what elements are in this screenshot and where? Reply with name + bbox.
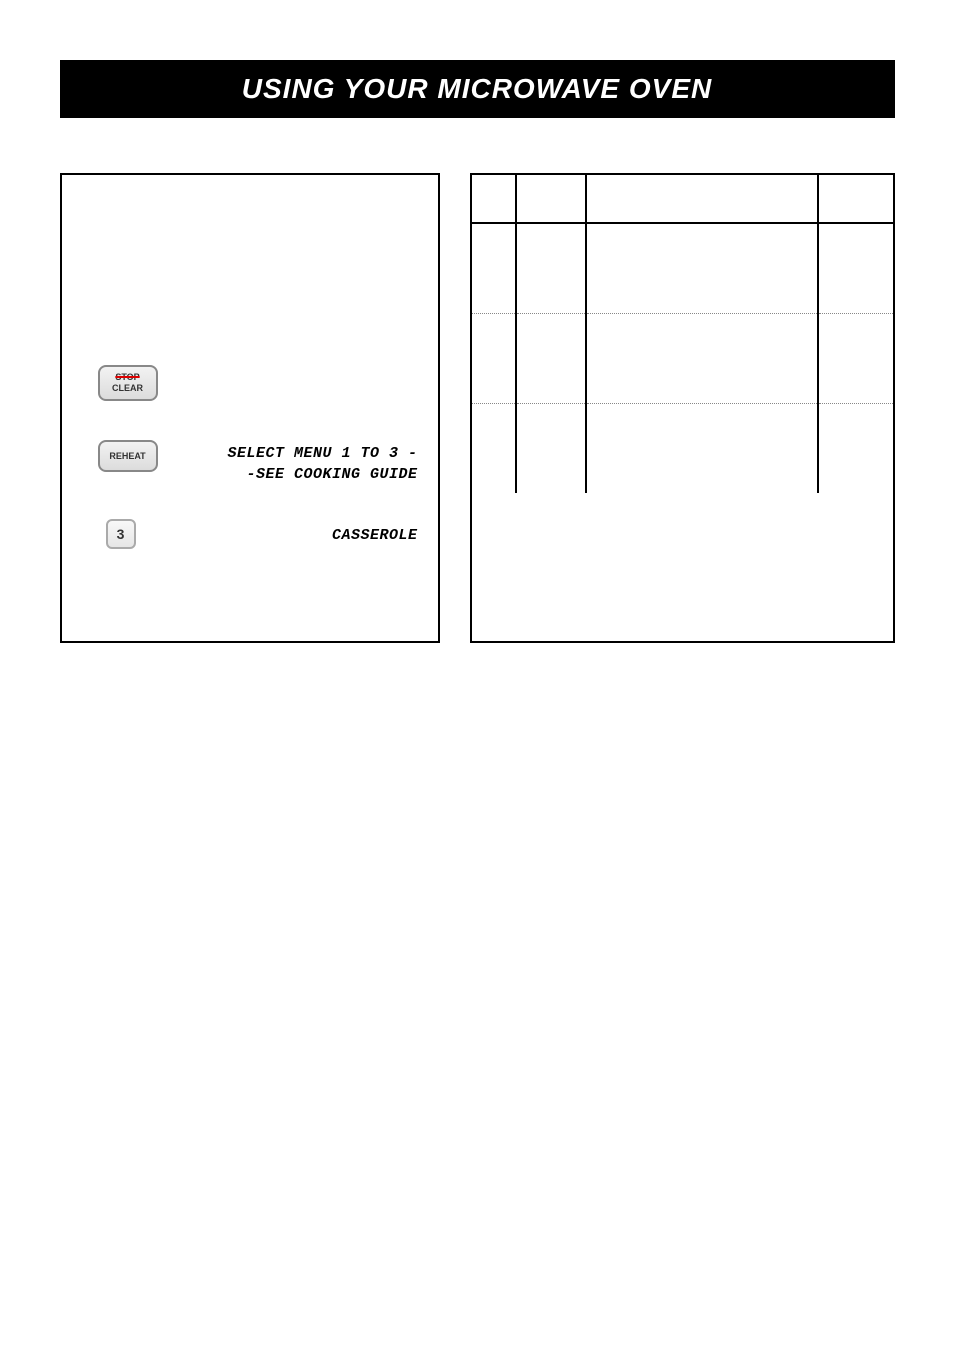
cell	[586, 403, 818, 493]
content-row: STOP CLEAR REHEAT 3 SELECT MENU 1 TO 3 -…	[60, 173, 895, 643]
instruction-panel: STOP CLEAR REHEAT 3 SELECT MENU 1 TO 3 -…	[60, 173, 440, 643]
cell	[586, 313, 818, 403]
cell	[818, 313, 893, 403]
cell	[818, 223, 893, 313]
clear-label: CLEAR	[112, 383, 143, 394]
menu-table	[470, 173, 895, 643]
reheat-button[interactable]: REHEAT	[98, 440, 158, 472]
keypad-3-button[interactable]: 3	[106, 519, 136, 549]
table-row	[472, 403, 893, 493]
table-row	[472, 223, 893, 313]
cell	[516, 223, 586, 313]
cell	[516, 403, 586, 493]
title-bar: USING YOUR MICROWAVE OVEN	[60, 60, 895, 118]
col-header-3	[586, 175, 818, 223]
col-header-2	[516, 175, 586, 223]
cell	[516, 313, 586, 403]
keypad-3-label: 3	[117, 526, 125, 542]
stop-label: STOP	[115, 372, 139, 383]
cell	[818, 403, 893, 493]
menu-table-inner	[472, 175, 893, 493]
cell	[472, 223, 516, 313]
table-header-row	[472, 175, 893, 223]
cell	[472, 403, 516, 493]
table-row	[472, 313, 893, 403]
col-header-4	[818, 175, 893, 223]
col-header-1	[472, 175, 516, 223]
cell	[472, 313, 516, 403]
lcd-display-line2: CASSEROLE	[332, 525, 418, 546]
lcd-display-line1: SELECT MENU 1 TO 3 - -SEE COOKING GUIDE	[227, 443, 417, 485]
cell	[586, 223, 818, 313]
stop-clear-button[interactable]: STOP CLEAR	[98, 365, 158, 401]
page-title: USING YOUR MICROWAVE OVEN	[242, 73, 712, 105]
reheat-label: REHEAT	[109, 451, 145, 461]
